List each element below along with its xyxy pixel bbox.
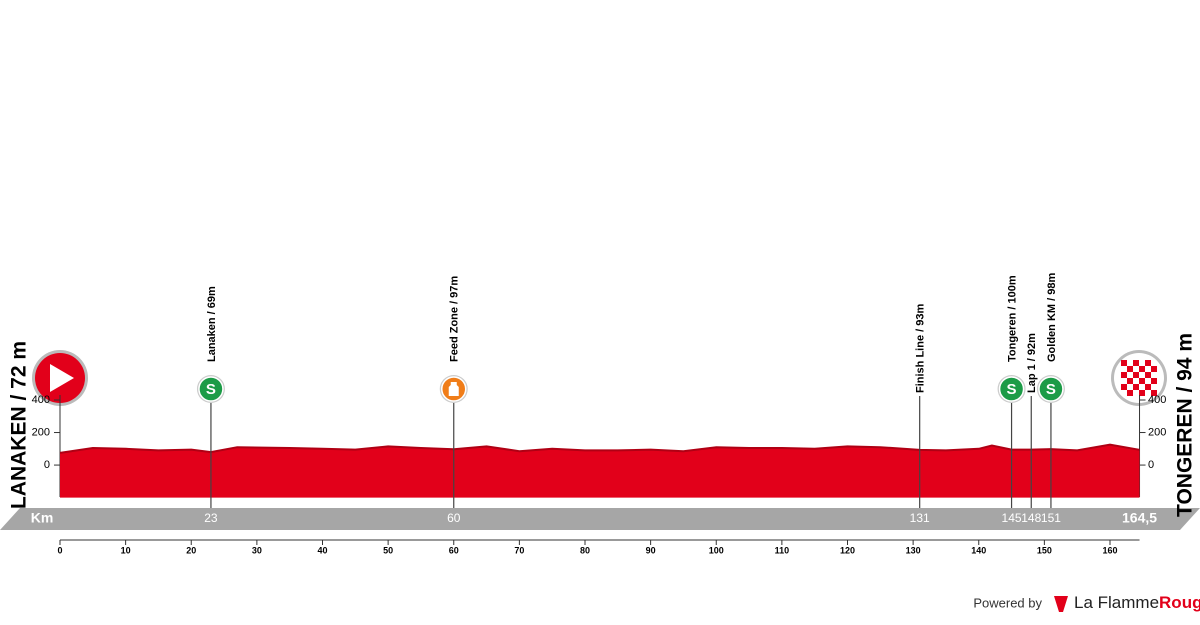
check xyxy=(1151,390,1157,396)
x-tick-label: 70 xyxy=(514,545,524,555)
x-tick-label: 140 xyxy=(971,545,986,555)
x-tick-label: 50 xyxy=(383,545,393,555)
marker-icon xyxy=(1038,376,1064,402)
x-tick-label: 130 xyxy=(906,545,921,555)
x-tick-label: 30 xyxy=(252,545,262,555)
check xyxy=(1127,366,1133,372)
powered-by: Powered by xyxy=(973,595,1042,610)
distance-label: 164,5 xyxy=(1122,510,1157,526)
check xyxy=(1133,384,1139,390)
x-tick-label: 90 xyxy=(646,545,656,555)
x-tick-label: 150 xyxy=(1037,545,1052,555)
check xyxy=(1127,390,1133,396)
check xyxy=(1151,366,1157,372)
start-icon xyxy=(32,350,88,406)
marker-label: Tongeren / 100m xyxy=(1006,275,1018,362)
marker-icon xyxy=(198,376,224,402)
check xyxy=(1133,360,1139,366)
brand-logo xyxy=(1054,596,1068,612)
brand-part: Rouge xyxy=(1159,593,1200,612)
finish-icon xyxy=(1111,350,1167,406)
marker-label: Finish Line / 93m xyxy=(915,304,927,393)
y-tick-label: 200 xyxy=(32,426,50,438)
km-label: Km xyxy=(31,510,54,526)
x-tick-label: 100 xyxy=(709,545,724,555)
marker-icon-text: S xyxy=(1046,381,1056,398)
check xyxy=(1121,360,1127,366)
check xyxy=(1121,384,1127,390)
check xyxy=(1139,390,1145,396)
check xyxy=(1127,378,1133,384)
check xyxy=(1145,360,1151,366)
x-tick-label: 160 xyxy=(1102,545,1117,555)
x-tick-label: 120 xyxy=(840,545,855,555)
profile-top xyxy=(59,443,1140,454)
x-tick-label: 80 xyxy=(580,545,590,555)
km-band xyxy=(0,508,1200,530)
check xyxy=(1145,384,1151,390)
marker-km: 145 xyxy=(1002,511,1022,525)
marker-km: 60 xyxy=(447,511,461,525)
marker-icon-text: S xyxy=(206,381,216,398)
x-tick-label: 20 xyxy=(186,545,196,555)
marker-icon xyxy=(998,376,1025,402)
check xyxy=(1145,372,1151,378)
check xyxy=(1151,378,1157,384)
y-tick-label: 400 xyxy=(32,394,50,406)
finish-label: TONGEREN / 94 m xyxy=(1174,333,1197,517)
marker-label: Lap 1 / 92m xyxy=(1026,333,1038,393)
y-tick-label: 400 xyxy=(1148,394,1166,406)
y-tick-label: 200 xyxy=(1148,426,1166,438)
marker-label: Feed Zone / 97m xyxy=(449,276,461,362)
x-tick-label: 0 xyxy=(57,545,62,555)
brand: La FlammeRouge xyxy=(1074,593,1200,612)
start-label: LANAKEN / 72 m xyxy=(8,341,31,509)
x-tick-label: 10 xyxy=(121,545,131,555)
check xyxy=(1133,372,1139,378)
marker-km: 131 xyxy=(910,511,930,525)
marker-km: 151 xyxy=(1041,511,1061,525)
y-tick-label: 0 xyxy=(44,459,50,471)
brand-part: La Flamme xyxy=(1074,593,1159,612)
bottle xyxy=(448,382,459,396)
x-tick-label: 110 xyxy=(775,545,790,555)
marker-km: 23 xyxy=(204,511,218,525)
profile-area xyxy=(60,444,1140,498)
check xyxy=(1139,378,1145,384)
y-tick-label: 0 xyxy=(1148,459,1154,471)
marker-label: Lanaken / 69m xyxy=(206,286,218,362)
x-tick-label: 40 xyxy=(317,545,327,555)
marker-km: 148 xyxy=(1021,511,1041,525)
check xyxy=(1139,366,1145,372)
x-tick-label: 60 xyxy=(449,545,459,555)
check xyxy=(1121,372,1127,378)
marker-label: Golden KM / 98m xyxy=(1046,273,1058,362)
marker-icon-text: S xyxy=(1007,381,1017,398)
